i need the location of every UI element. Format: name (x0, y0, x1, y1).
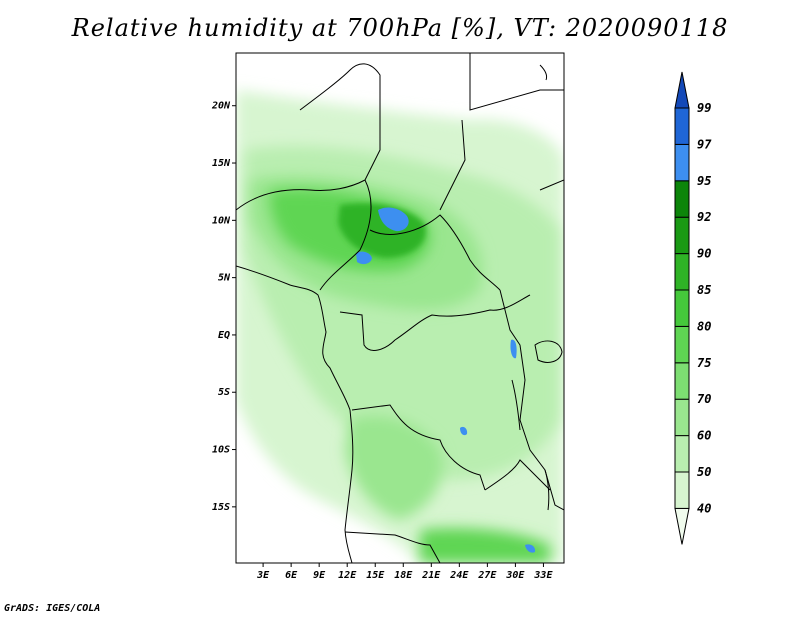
colorbar-segment (674, 398, 690, 437)
lon-tick-label: 24E (449, 570, 469, 581)
rh-region-70-south (345, 416, 443, 520)
lat-tick-label: 15S (212, 502, 230, 513)
colorbar-segment (674, 107, 690, 145)
colorbar-segment (674, 143, 690, 182)
lon-tick-label: 30E (505, 570, 525, 581)
colorbar-segment (674, 253, 690, 291)
border-nigeria-cameroon (319, 179, 372, 291)
country-borders (236, 53, 564, 563)
map-plot-area: 20N 15N 10N 5N EQ 5S 10S 15S 3E 6E 9E 12E 15E 18E 21E… (211, 52, 565, 581)
lon-tick-label: 6E (285, 570, 298, 581)
colorbar-label: 90 (697, 247, 711, 261)
latitude-axis: 20N 15N 10N 5N EQ 5S 10S 15S (211, 101, 236, 513)
lon-tick-label: 18E (394, 570, 413, 581)
border-car (369, 214, 501, 291)
lat-tick-label: 15N (212, 158, 231, 169)
colorbar-lower-triangle (674, 507, 690, 545)
rh-region-80-southeast (420, 528, 550, 563)
humidity-field (236, 90, 564, 563)
colorbar: 40 50 60 70 75 80 85 90 92 95 97 99 (674, 71, 712, 545)
coastline-west (236, 265, 354, 563)
border-chad-sudan (439, 119, 466, 211)
border-libya-chad (299, 63, 381, 181)
lon-tick-label: 9E (313, 570, 326, 581)
rh-region-95-a (378, 207, 409, 232)
rh-region-95-c (510, 339, 517, 359)
lon-tick-label: 27E (477, 570, 497, 581)
rh-region-95-d (460, 426, 468, 436)
colorbar-label: 80 (697, 319, 711, 333)
lon-tick-label: 21E (421, 570, 441, 581)
lat-tick-label: 20N (211, 101, 231, 112)
lat-tick-label: 10N (212, 215, 231, 226)
colorbar-label: 40 (697, 501, 711, 515)
lon-tick-label: 12E (338, 570, 357, 581)
grads-credit: GrADS: IGES/COLA (4, 603, 101, 614)
colorbar-label: 92 (697, 210, 711, 224)
colorbar-segment (674, 180, 690, 218)
border-congo-drc (339, 294, 531, 351)
colorbar-label: 85 (697, 283, 711, 297)
lon-tick-label: 3E (256, 570, 270, 581)
lon-tick-label: 33E (533, 570, 553, 581)
border-egypt-sudan (469, 53, 564, 111)
sinai-coast (539, 64, 548, 81)
colorbar-label: 95 (697, 174, 711, 188)
colorbar-segment (674, 362, 690, 400)
colorbar-label: 70 (697, 392, 711, 406)
colorbar-label: 97 (697, 137, 712, 151)
colorbar-segment (674, 435, 690, 473)
lake-tanganyika (511, 379, 521, 431)
map-frame (235, 52, 565, 564)
colorbar-label: 60 (697, 429, 711, 443)
border-somalia (539, 179, 564, 191)
colorbar-segment (674, 289, 690, 327)
colorbar-upper-triangle (674, 71, 690, 109)
lat-tick-label: 5N (218, 273, 231, 284)
border-drc-angola (351, 404, 486, 491)
lake-malawi (544, 469, 550, 511)
border-niger-nigeria (236, 179, 366, 211)
border-zambia-tanzania (484, 459, 551, 491)
colorbar-segment (674, 471, 690, 509)
chart-title: Relative humidity at 700hPa [%], VT: 202… (71, 14, 729, 42)
border-angola-zambia (344, 531, 441, 563)
colorbar-label: 99 (697, 101, 711, 115)
colorbar-label: 75 (697, 356, 711, 370)
longitude-axis: 3E 6E 9E 12E 15E 18E 21E 24E 27E 30E 33E (256, 563, 553, 581)
rh-region-95-b (356, 251, 372, 265)
rh-region-95-e (525, 544, 536, 553)
colorbar-segment (674, 325, 690, 364)
lat-tick-label: 10S (212, 445, 230, 456)
border-east-africa (499, 289, 564, 511)
colorbar-label: 50 (697, 465, 711, 479)
lake-victoria (534, 340, 563, 363)
lat-tick-label: EQ (218, 330, 230, 341)
lon-tick-label: 15E (366, 570, 385, 581)
colorbar-segment (674, 216, 690, 255)
lat-tick-label: 5S (218, 387, 230, 398)
